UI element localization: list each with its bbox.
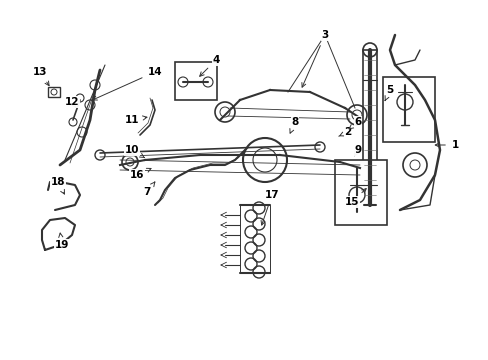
Text: 18: 18 (51, 177, 65, 194)
Text: 16: 16 (129, 168, 151, 180)
Text: 14: 14 (93, 67, 162, 100)
Text: 8: 8 (289, 117, 298, 133)
Text: 19: 19 (55, 233, 69, 250)
Text: 13: 13 (33, 67, 49, 86)
Text: 12: 12 (64, 97, 79, 108)
Text: 1: 1 (434, 140, 458, 150)
Text: 2: 2 (338, 127, 351, 137)
Text: 7: 7 (143, 182, 155, 197)
Text: 9: 9 (354, 145, 361, 156)
Text: 6: 6 (348, 117, 361, 129)
Text: 15: 15 (344, 189, 366, 207)
Text: 17: 17 (261, 190, 279, 225)
Bar (362, 50, 376, 205)
Bar (48, 87, 60, 97)
Text: 4: 4 (199, 55, 219, 76)
Text: 11: 11 (124, 115, 146, 125)
Text: 10: 10 (124, 145, 144, 158)
Bar (382, 77, 434, 142)
Text: 5: 5 (384, 85, 393, 101)
Bar (334, 160, 386, 225)
Bar (175, 62, 217, 100)
Text: 3: 3 (301, 30, 328, 87)
